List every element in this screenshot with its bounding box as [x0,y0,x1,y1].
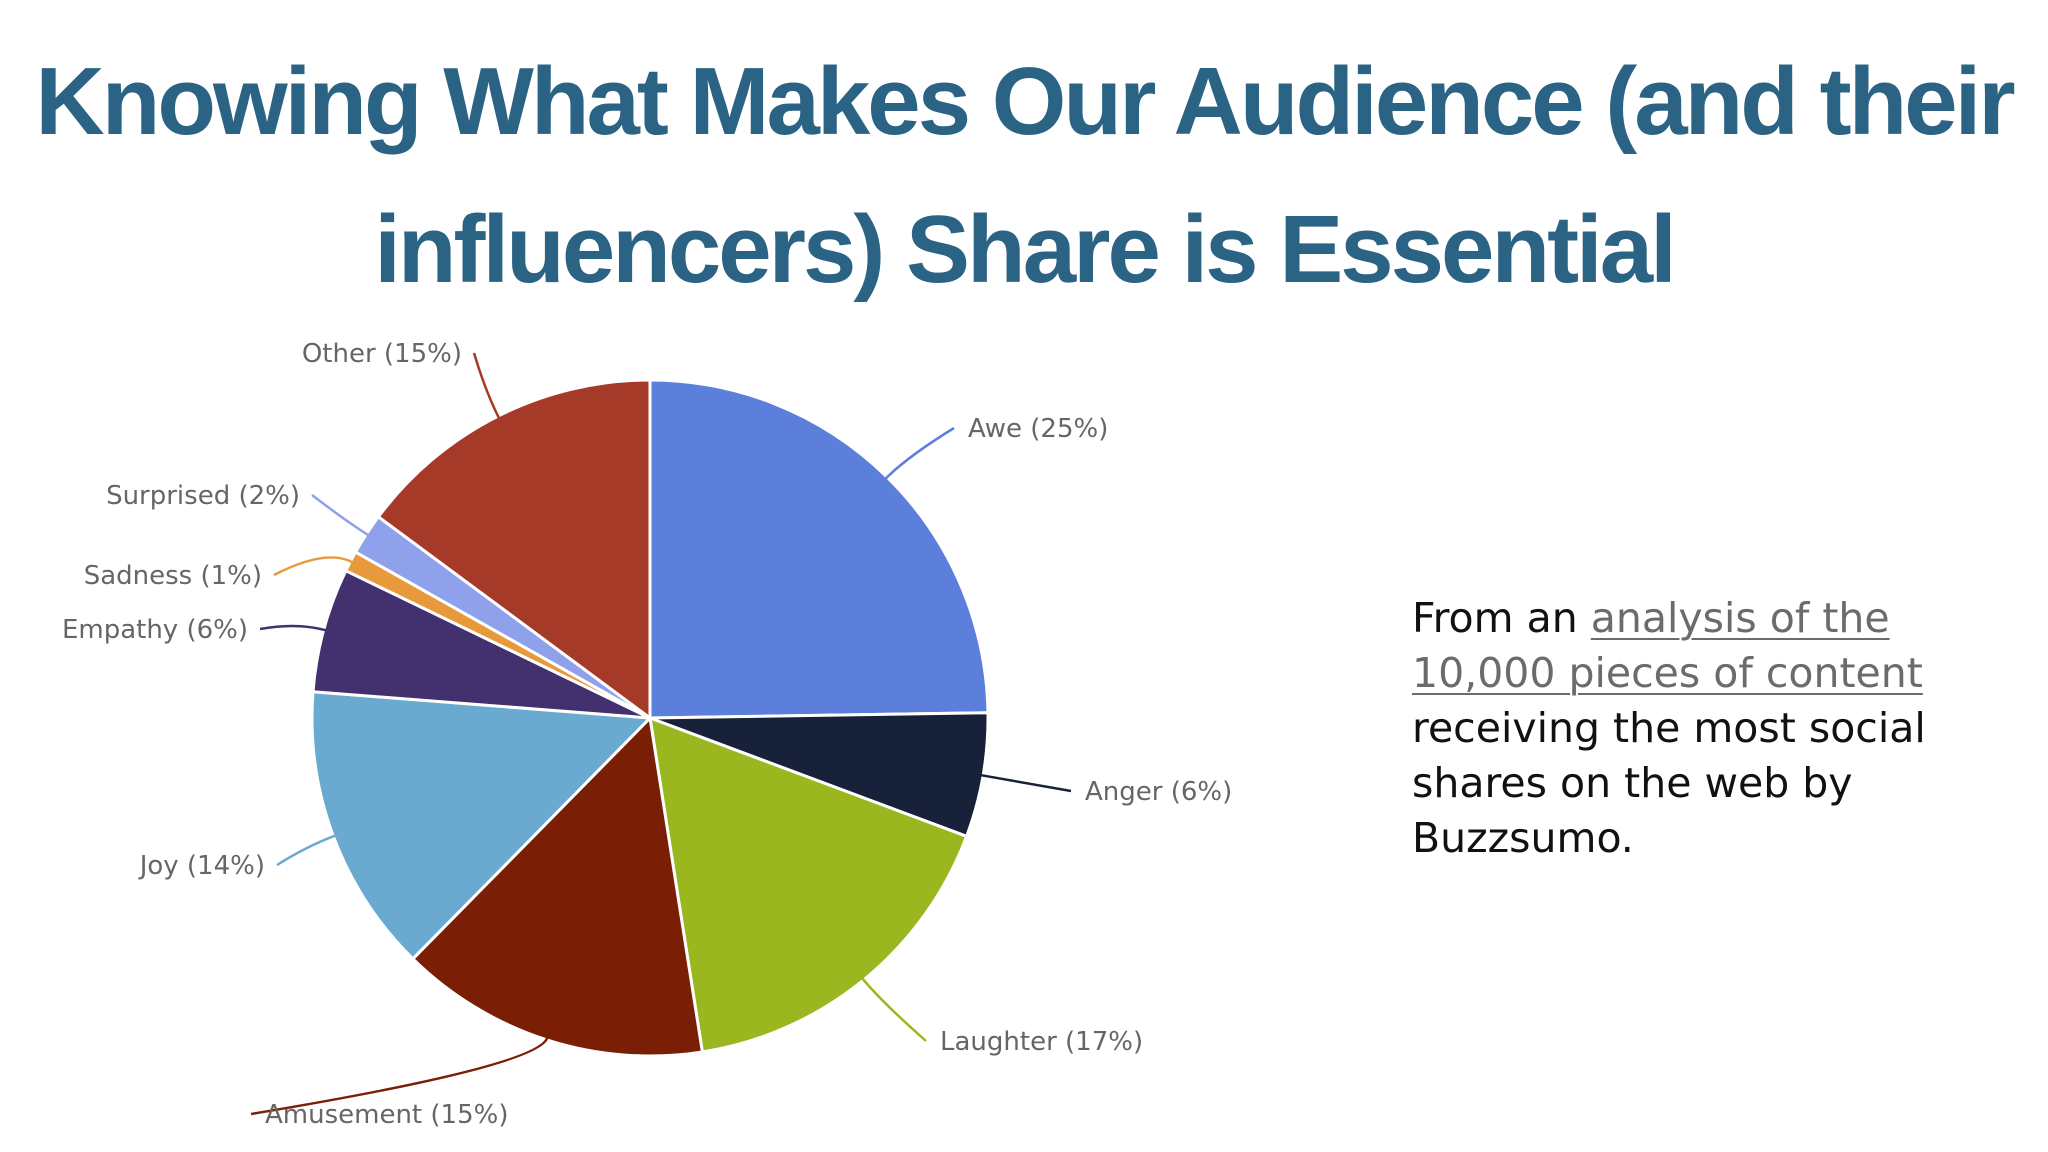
pie-label-surprised: Surprised (2%) [106,481,300,511]
pie-label-joy: Joy (14%) [138,851,265,881]
source-caption: From an analysis of the 10,000 pieces of… [1412,591,1972,866]
leader-line-sadness [273,556,353,577]
analysis-link[interactable]: analysis of the 10,000 pieces of content [1412,594,1923,697]
caption-prefix: From an [1412,594,1591,642]
pie-label-anger: Anger (6%) [1085,777,1232,807]
leader-line-anger [980,773,1072,793]
emotion-pie-chart: Awe (25%) Anger (6%) Laughter (17%) Amuseme… [62,339,1232,1130]
caption-suffix: receiving the most social shares on the … [1412,704,1926,862]
pie-label-laughter: Laughter (17%) [940,1027,1143,1057]
pie-slice-awe [648,378,990,720]
pie-label-awe: Awe (25%) [968,414,1108,444]
pie-leader-lines [250,352,1072,1116]
leader-line-empathy [259,624,327,632]
leader-line-joy [276,834,336,867]
title-line-2: influencers) Share is Essential [374,196,1677,303]
pie-label-sadness: Sadness (1%) [84,561,262,591]
pie-slices [310,378,990,1058]
leader-line-other [472,352,501,419]
leader-line-surprised [311,494,369,537]
pie-labels: Awe (25%) Anger (6%) Laughter (17%) Amuseme… [62,339,1232,1130]
leader-line-awe [884,426,955,480]
leader-line-amusement [250,1037,549,1116]
title-line-1: Knowing What Makes Our Audience (and the… [35,48,2015,155]
pie-label-other: Other (15%) [302,339,462,369]
leader-line-laughter [861,977,927,1042]
pie-label-empathy: Empathy (6%) [62,615,248,645]
pie-label-amusement: Amusement (15%) [265,1100,508,1130]
slide-title: Knowing What Makes Our Audience (and the… [0,28,2048,324]
